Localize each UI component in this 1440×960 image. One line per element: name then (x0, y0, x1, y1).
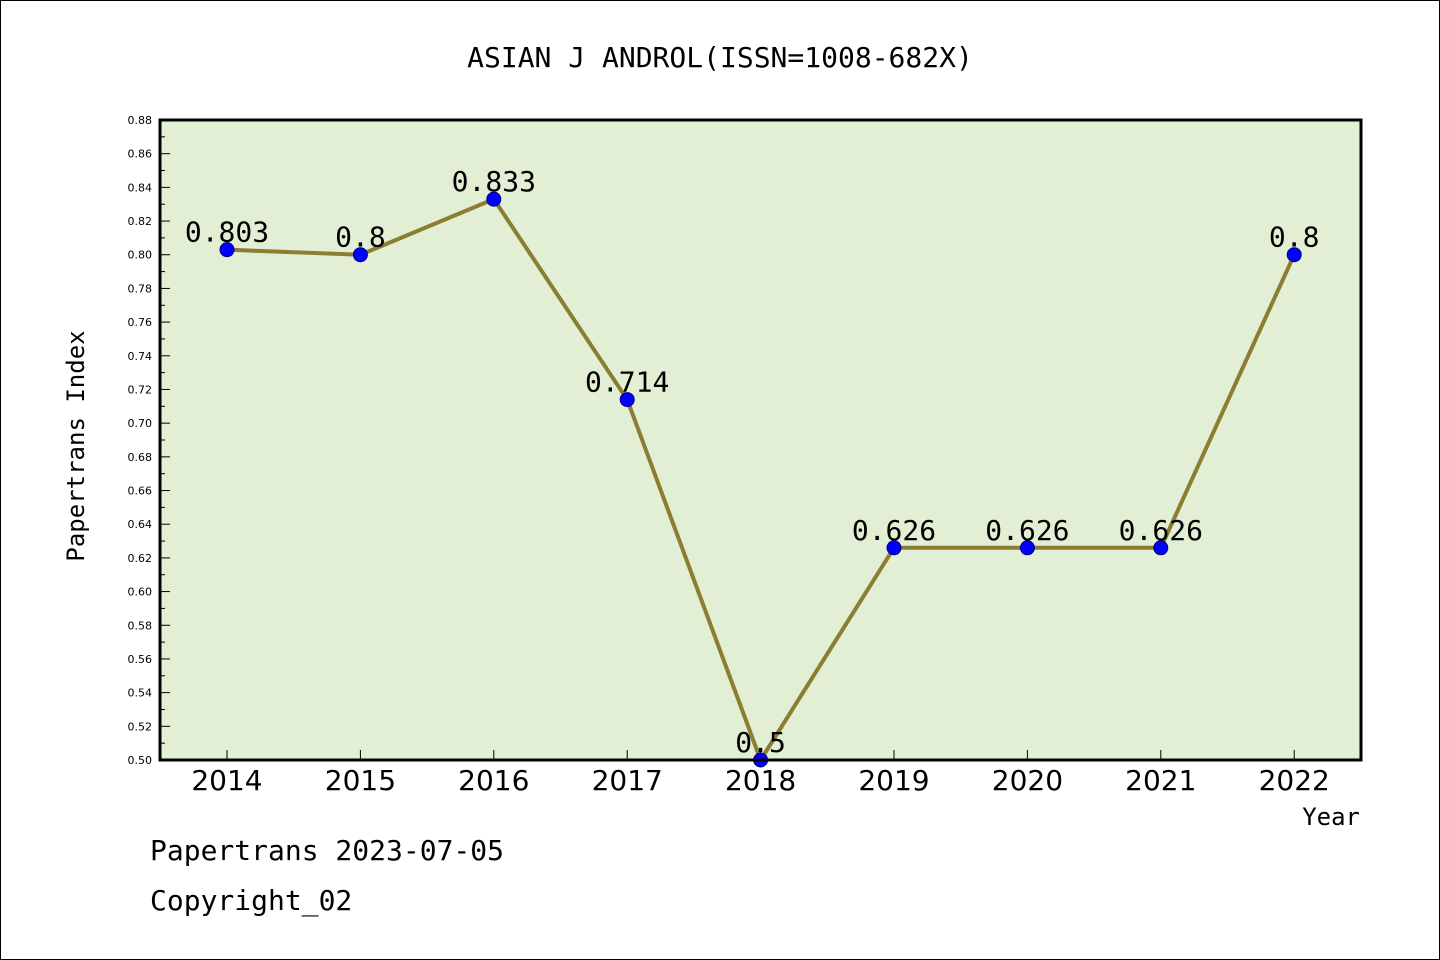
y-tick-label: 0.70 (128, 417, 153, 430)
x-tick-label: 2014 (191, 764, 262, 797)
plot-border (158, 118, 1363, 762)
y-tick-label: 0.60 (128, 586, 153, 599)
data-label: 0.803 (185, 216, 269, 249)
y-tick-label: 0.72 (128, 383, 153, 396)
y-tick-label: 0.86 (128, 148, 153, 161)
plot-area (160, 120, 1361, 760)
x-tick-label: 2017 (592, 764, 663, 797)
y-tick-label: 0.62 (128, 552, 153, 565)
y-axis-label: Papertrans Index (62, 330, 90, 561)
y-tick-label: 0.88 (128, 114, 153, 127)
data-point (352, 247, 368, 263)
x-tick-label: 2022 (1259, 764, 1330, 797)
x-axis-label: Year (1302, 803, 1360, 831)
data-point (1019, 540, 1035, 556)
data-point (486, 191, 502, 207)
y-tick-label: 0.64 (128, 518, 153, 531)
data-point (886, 540, 902, 556)
y-tick-label: 0.58 (128, 619, 153, 632)
y-tick-label: 0.68 (128, 451, 153, 464)
x-tick-label: 2019 (858, 764, 929, 797)
x-axis: 2014 2015 2016 2017 2018 2019 2020 2021 2022 (191, 750, 1330, 797)
chart-title: ASIAN J ANDROL(ISSN=1008-682X) (467, 41, 973, 74)
x-tick-label: 2016 (458, 764, 529, 797)
y-tick-label: 0.52 (128, 720, 153, 733)
x-tick-label: 2018 (725, 764, 796, 797)
y-tick-label: 0.76 (128, 316, 153, 329)
data-label: 0.626 (1119, 514, 1203, 547)
footer-date: Papertrans 2023-07-05 (150, 834, 505, 867)
x-tick-label: 2020 (992, 764, 1063, 797)
x-tick-label: 2021 (1125, 764, 1196, 797)
y-tick-label: 0.78 (128, 282, 153, 295)
data-point (1153, 540, 1169, 556)
y-tick-label: 0.66 (128, 485, 153, 498)
y-tick-label: 0.74 (128, 350, 153, 363)
data-label: 0.626 (985, 514, 1069, 547)
data-labels: 0.803 0.8 0.833 0.714 0.5 0.626 0.626 0.626 0.8 (185, 165, 1320, 759)
footer-copyright: Copyright_02 (150, 884, 353, 917)
data-point (1286, 247, 1302, 263)
y-tick-label: 0.56 (128, 653, 153, 666)
y-tick-label: 0.80 (128, 249, 153, 262)
data-label: 0.8 (335, 221, 386, 254)
data-label: 0.833 (452, 165, 536, 198)
data-point (219, 242, 235, 258)
data-label: 0.714 (585, 366, 669, 399)
data-label: 0.5 (735, 726, 786, 759)
data-points (219, 191, 1302, 768)
y-tick-label: 0.82 (128, 215, 153, 228)
data-label: 0.626 (852, 514, 936, 547)
data-point (619, 392, 635, 408)
y-axis: 0.50 0.52 0.54 0.56 0.58 0.60 0.62 0.64 0.66 0.68… (128, 114, 170, 767)
x-tick-label: 2015 (325, 764, 396, 797)
y-tick-label: 0.54 (128, 687, 153, 700)
y-tick-label: 0.84 (128, 181, 153, 194)
y-tick-label: 0.50 (128, 754, 153, 767)
data-label: 0.8 (1269, 221, 1320, 254)
